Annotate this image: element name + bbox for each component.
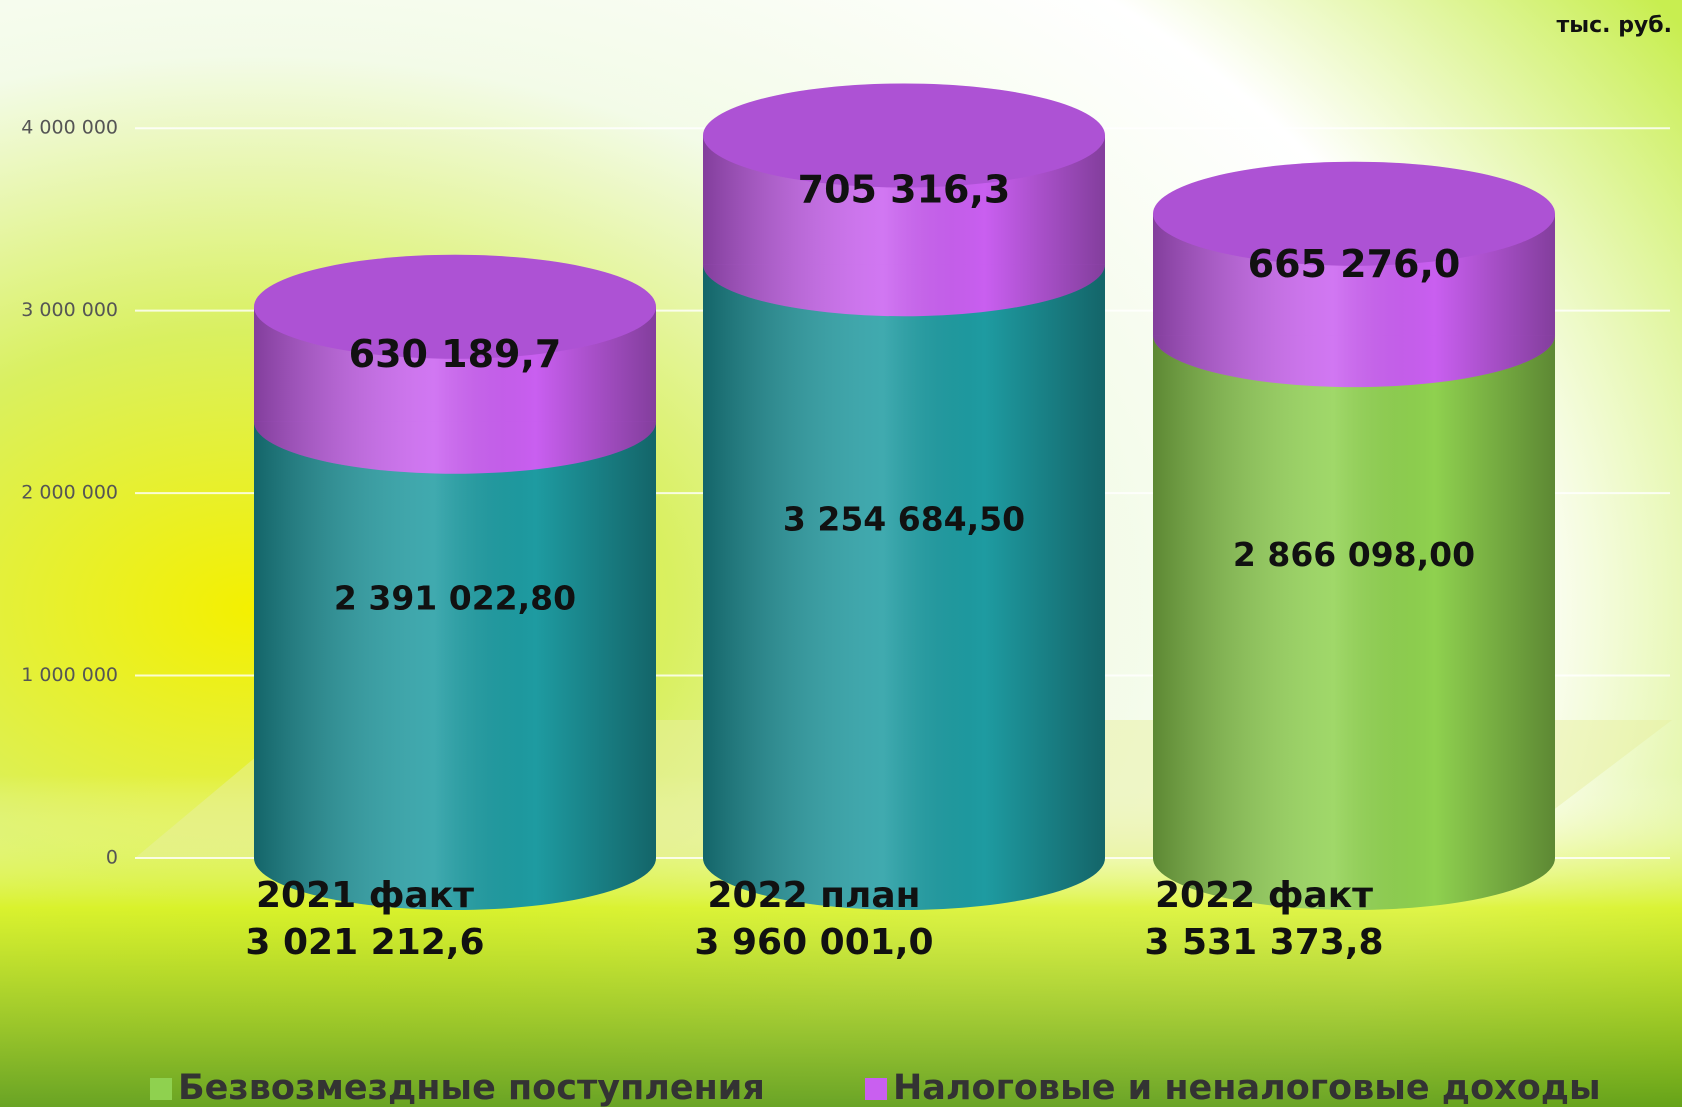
page: тыс. руб. 0 1 000 000 2 000 000 3 000 000 4 … (0, 0, 1682, 1107)
y-tick-label: 4 000 000 (21, 117, 118, 139)
y-tick-label: 1 000 000 (21, 664, 118, 686)
data-label: 3 254 684,50 (783, 500, 1025, 539)
x-tick-label: 2022 план (707, 875, 920, 916)
unit-label: тыс. руб. (1556, 13, 1672, 38)
total-label: 3 960 001,0 (694, 922, 933, 963)
total-label: 3 021 212,6 (245, 922, 484, 963)
data-label: 2 391 022,80 (334, 578, 576, 617)
bar-shade (703, 264, 1105, 858)
legend-swatch (150, 1078, 172, 1100)
legend-label: Налоговые и неналоговые доходы (893, 1068, 1601, 1107)
legend-swatch (865, 1078, 887, 1100)
data-label: 665 276,0 (1248, 242, 1461, 286)
bar-shade (254, 422, 656, 858)
total-label: 3 531 373,8 (1144, 922, 1383, 963)
x-tick-label: 2021 факт (256, 875, 474, 916)
x-tick-label: 2022 факт (1155, 875, 1373, 916)
legend-label: Безвозмездные поступления (178, 1068, 765, 1107)
chart: тыс. руб. 0 1 000 000 2 000 000 3 000 000 4 … (0, 0, 1682, 1107)
data-label: 630 189,7 (349, 332, 562, 376)
data-label: 705 316,3 (798, 167, 1011, 211)
y-tick-label: 0 (106, 847, 118, 869)
y-tick-label: 2 000 000 (21, 482, 118, 504)
y-tick-label: 3 000 000 (21, 299, 118, 321)
data-label: 2 866 098,00 (1233, 535, 1475, 574)
bar-shade (1153, 335, 1555, 858)
